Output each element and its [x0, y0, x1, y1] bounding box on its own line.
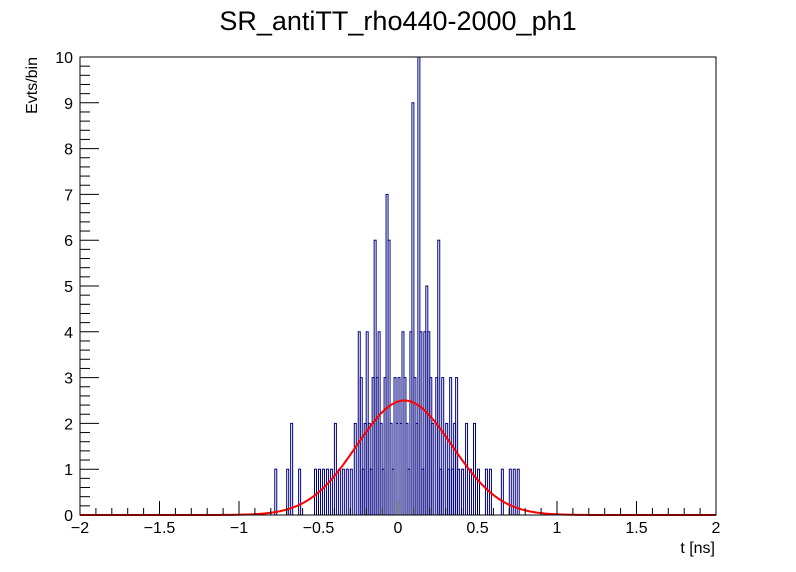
x-tick-label: 0 — [394, 520, 403, 537]
y-tick-label: 10 — [55, 50, 73, 67]
y-tick-label: 4 — [64, 325, 73, 342]
y-tick-label: 8 — [64, 142, 73, 159]
x-tick-label: 0.5 — [466, 520, 488, 537]
x-tick-label: −0.5 — [303, 520, 335, 537]
x-tick-label: −1 — [230, 520, 248, 537]
x-tick-label: 1 — [553, 520, 562, 537]
x-tick-label: −2 — [71, 520, 89, 537]
y-tick-label: 1 — [64, 462, 73, 479]
y-tick-label: 9 — [64, 96, 73, 113]
y-tick-label: 5 — [64, 279, 73, 296]
y-axis: 0 1 2 3 4 5 6 7 8 9 10 — [55, 50, 99, 525]
y-axis-label: Evts/bin — [24, 57, 41, 114]
x-axis: −2 −1.5 −1 −0.5 0 0.5 1 1.5 2 — [71, 501, 721, 537]
y-tick-label: 7 — [64, 187, 73, 204]
y-tick-label: 2 — [64, 416, 73, 433]
x-axis-label: t [ns] — [680, 540, 715, 557]
x-tick-label: 2 — [712, 520, 721, 537]
x-tick-label: −1.5 — [144, 520, 176, 537]
y-tick-label: 3 — [64, 371, 73, 388]
x-tick-label: 1.5 — [625, 520, 647, 537]
y-tick-label: 6 — [64, 233, 73, 250]
y-tick-label: 0 — [64, 508, 73, 525]
chart-title: SR_antiTT_rho440-2000_ph1 — [219, 6, 576, 36]
